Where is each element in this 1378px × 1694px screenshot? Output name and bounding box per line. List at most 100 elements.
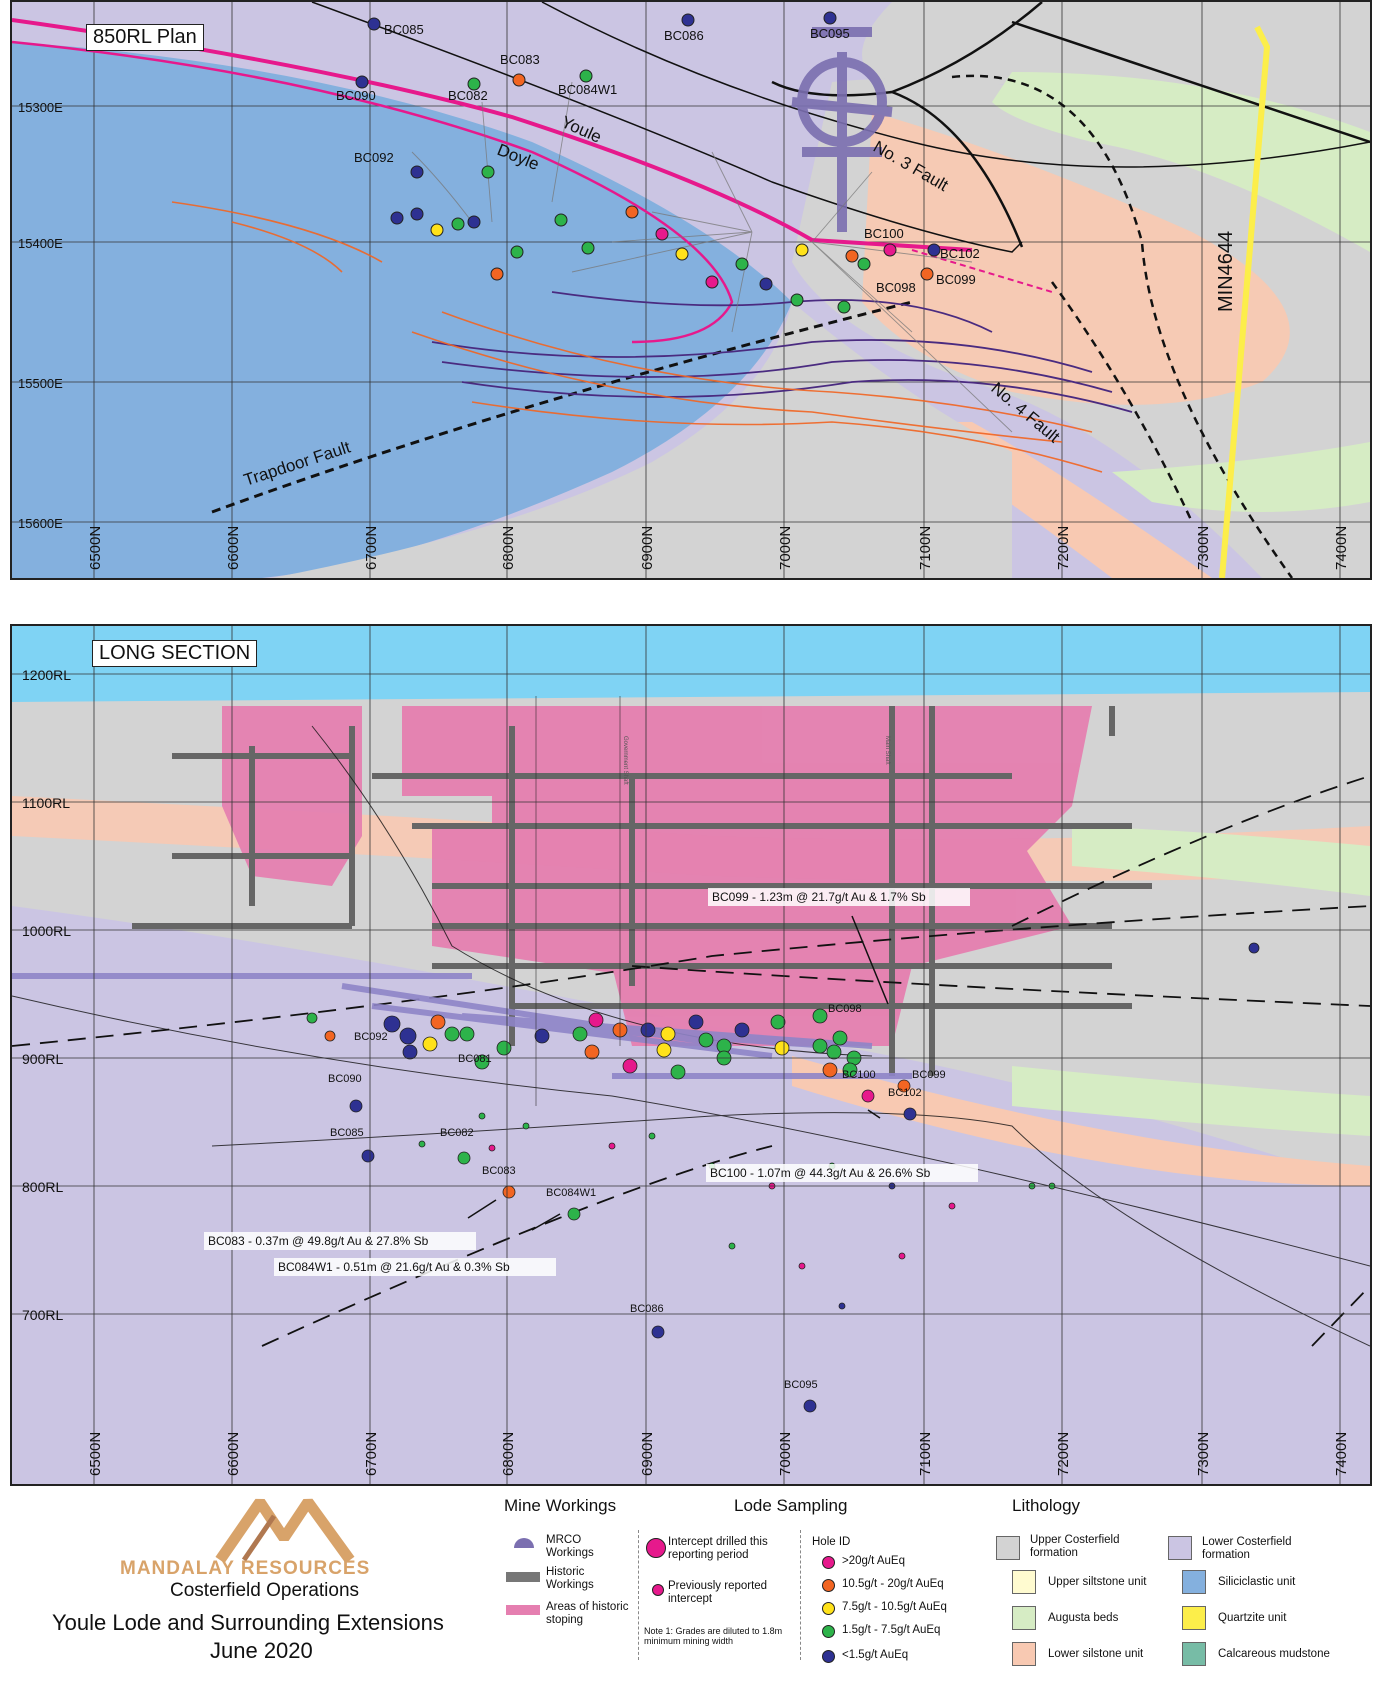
ls-hole-bc082: BC082 [440, 1127, 474, 1139]
rl-label-800: 800RL [22, 1179, 63, 1195]
svg-text:6800N: 6800N [500, 1432, 517, 1476]
plan-title: 850RL Plan [86, 24, 204, 51]
svg-text:Main Shaft: Main Shaft [884, 736, 890, 765]
lith-label-quartzite: Quartzite unit [1218, 1612, 1287, 1624]
lith-swatch-upper-costerfield [996, 1536, 1020, 1560]
lith-swatch-lower-costerfield [1168, 1536, 1192, 1560]
callout-bc084w1: BC084W1 - 0.51m @ 21.6g/t Au & 0.3% Sb [278, 1260, 510, 1274]
easting-label-15500: 15500E [18, 376, 63, 391]
no3-fault-line [891, 90, 1024, 248]
ls-hole-bc095: BC095 [784, 1379, 818, 1391]
grade-dot-10-20 [822, 1579, 835, 1592]
rl-label-1000: 1000RL [22, 923, 71, 939]
legend-grade-10-20: 10.5g/t - 20g/t AuEq [842, 1578, 944, 1590]
lith-label-upper-siltstone: Upper siltstone unit [1048, 1576, 1147, 1588]
svg-text:7200N: 7200N [1055, 526, 1072, 570]
callout-labels: BC099 - 1.23m @ 21.7g/t Au & 1.7% Sb BC1… [204, 888, 978, 1276]
svg-text:7100N: 7100N [917, 526, 934, 570]
grid-lines [12, 2, 1370, 578]
stoping-swatch [506, 1605, 540, 1615]
legend-prev-intercept-label: Previously reported intercept [668, 1580, 768, 1605]
plan-hole-bc092: BC092 [354, 150, 394, 165]
easting-label-15300: 15300E [18, 100, 63, 115]
svg-text:7300N: 7300N [1195, 526, 1212, 570]
rl-label-1200: 1200RL [22, 667, 71, 683]
legend-area [0, 1490, 1378, 1694]
operation-name: Costerfield Operations [170, 1580, 360, 1601]
legend-grade-gt20: >20g/t AuEq [842, 1555, 905, 1567]
lith-swatch-siliciclastic [1182, 1570, 1206, 1594]
company-name: MANDALAY RESOURCES [120, 1558, 371, 1579]
ls-hole-bc092: BC092 [354, 1031, 388, 1043]
historic-workings-swatch [506, 1572, 540, 1582]
plan-hole-bc085: BC085 [384, 22, 424, 37]
mandalay-logo [215, 1498, 355, 1564]
ls-hole-bc100: BC100 [842, 1069, 876, 1081]
easting-label-15600: 15600E [18, 516, 63, 531]
svg-text:7100N: 7100N [917, 1432, 934, 1476]
callout-arrows [467, 915, 889, 1231]
rl-labels: 1200RL 1100RL 1000RL 900RL 800RL 700RL [22, 667, 71, 1323]
legend-new-intercept-label: Intercept drilled this reporting period [668, 1536, 768, 1561]
new-intercept-symbol [646, 1538, 666, 1558]
lith-label-siliciclastic: Siliciclastic unit [1218, 1576, 1296, 1588]
plan-hole-bc082: BC082 [448, 88, 488, 103]
grade-dot-lt1 [822, 1650, 835, 1663]
legend-hole-id-title: Hole ID [812, 1536, 851, 1548]
grade-dot-7-10 [822, 1602, 835, 1615]
ls-hole-bc099: BC099 [912, 1069, 946, 1081]
ls-hole-labels: BC098 BC092 BC081 BC090 BC085 BC082 BC08… [328, 1003, 946, 1391]
legend-historic-label: Historic Workings [546, 1566, 594, 1591]
svg-text:6500N: 6500N [87, 1432, 104, 1476]
svg-text:7000N: 7000N [777, 1432, 794, 1476]
grade-dot-gt20 [822, 1556, 835, 1569]
ls-hole-bc090: BC090 [328, 1073, 362, 1085]
mrco-workings-plan [791, 27, 893, 232]
plan-hole-bc095: BC095 [810, 26, 850, 41]
svg-text:6600N: 6600N [225, 526, 242, 570]
svg-text:6800N: 6800N [500, 526, 517, 570]
svg-text:6700N: 6700N [363, 526, 380, 570]
plan-hole-bc100: BC100 [864, 226, 904, 241]
shaft-labels: Main Shaft Government Shaft [622, 736, 890, 785]
svg-text:7300N: 7300N [1195, 1432, 1212, 1476]
lith-label-lower-costerfield: Lower Costerfield formation [1202, 1536, 1292, 1561]
legend-mine-workings-title: Mine Workings [504, 1496, 617, 1515]
rl-label-900: 900RL [22, 1051, 63, 1067]
legend-lode-sampling-title: Lode Sampling [734, 1496, 848, 1515]
plan-hole-bc086: BC086 [664, 28, 704, 43]
plan-hole-bc090: BC090 [336, 88, 376, 103]
svg-text:6600N: 6600N [225, 1432, 242, 1476]
legend-mrco-label: MRCO Workings [546, 1534, 594, 1559]
legend-grade-1-7: 1.5g/t - 7.5g/t AuEq [842, 1624, 941, 1636]
long-section-title: LONG SECTION [92, 640, 258, 667]
lith-label-upper-costerfield: Upper Costerfield formation [1030, 1534, 1120, 1559]
plan-northing-labels: 6500N 6600N 6700N 6800N 6900N 7000N 7100… [87, 526, 1350, 570]
historic-workings-ls [132, 706, 1152, 1076]
legend-grade-lt1: <1.5g/t AuEq [842, 1649, 909, 1661]
long-section-map: 1200RL 1100RL 1000RL 900RL 800RL 700RL B… [10, 624, 1372, 1486]
ls-hole-bc086: BC086 [630, 1303, 664, 1315]
mrco-swatch [514, 1538, 534, 1548]
siliciclastic-zone [12, 42, 792, 578]
legend-stoping-label: Areas of historic stoping [546, 1601, 629, 1626]
svg-text:7400N: 7400N [1333, 1432, 1350, 1476]
callout-bc100: BC100 - 1.07m @ 44.3g/t Au & 26.6% Sb [710, 1166, 931, 1180]
rl-label-700: 700RL [22, 1307, 63, 1323]
legend-note: Note 1: Grades are diluted to 1.8m minim… [644, 1626, 783, 1646]
lower-siltstone-zone [862, 112, 1290, 405]
ls-hole-bc085: BC085 [330, 1127, 364, 1139]
min4644-label: MIN4644 [1215, 231, 1237, 312]
svg-text:6500N: 6500N [87, 526, 104, 570]
orange-drives-plan [171, 201, 1103, 473]
rl-label-1100: 1100RL [22, 795, 70, 811]
ls-hole-bc098: BC098 [828, 1003, 862, 1015]
callout-bc083: BC083 - 0.37m @ 49.8g/t Au & 27.8% Sb [208, 1234, 429, 1248]
svg-text:6700N: 6700N [363, 1432, 380, 1476]
svg-text:Government Shaft: Government Shaft [622, 736, 628, 785]
lith-swatch-calcareous [1182, 1642, 1206, 1666]
drillhole-collars-plan [355, 11, 941, 314]
lith-label-calcareous: Calcareous mudstone [1218, 1648, 1330, 1660]
augusta-beds-zone [992, 72, 1370, 252]
ls-grid [12, 626, 1370, 1484]
